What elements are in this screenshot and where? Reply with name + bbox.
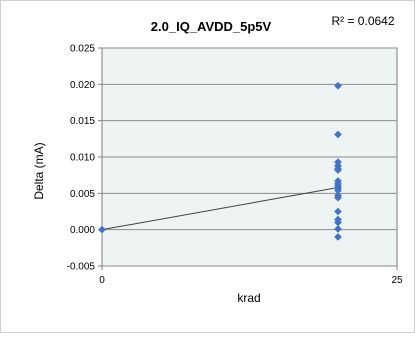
r-squared-label: R² = 0.0642 bbox=[331, 14, 394, 28]
y-tick-label: 0.015 bbox=[70, 116, 95, 127]
chart-title: 2.0_IQ_AVDD_5p5V bbox=[151, 19, 272, 34]
x-axis-label: krad bbox=[237, 291, 260, 305]
data-points bbox=[98, 81, 342, 241]
y-tick-label: 0.005 bbox=[70, 189, 95, 200]
y-axis-label: Delta (mA) bbox=[32, 142, 46, 199]
y-tick-label: 0.010 bbox=[70, 153, 95, 164]
y-tick-label: 0.020 bbox=[70, 80, 95, 91]
y-tick-label: -0.005 bbox=[67, 262, 96, 273]
data-point bbox=[334, 193, 342, 202]
x-tick-label: 0 bbox=[99, 275, 105, 286]
data-point bbox=[334, 224, 342, 233]
data-point bbox=[98, 225, 106, 234]
y-tick-label: 0.025 bbox=[70, 44, 95, 55]
data-point bbox=[334, 81, 342, 90]
x-tick-label: 25 bbox=[391, 275, 403, 286]
data-point bbox=[334, 130, 342, 139]
gridlines bbox=[98, 47, 398, 270]
data-point bbox=[334, 232, 342, 241]
data-point bbox=[334, 207, 342, 216]
y-tick-label: 0.000 bbox=[70, 225, 95, 236]
trendline-layer bbox=[101, 187, 339, 231]
scatter-chart: 2.0_IQ_AVDD_5p5V R² = 0.0642 0.0250.0200… bbox=[32, 14, 403, 305]
data-point bbox=[334, 166, 342, 175]
trendline bbox=[101, 187, 339, 231]
